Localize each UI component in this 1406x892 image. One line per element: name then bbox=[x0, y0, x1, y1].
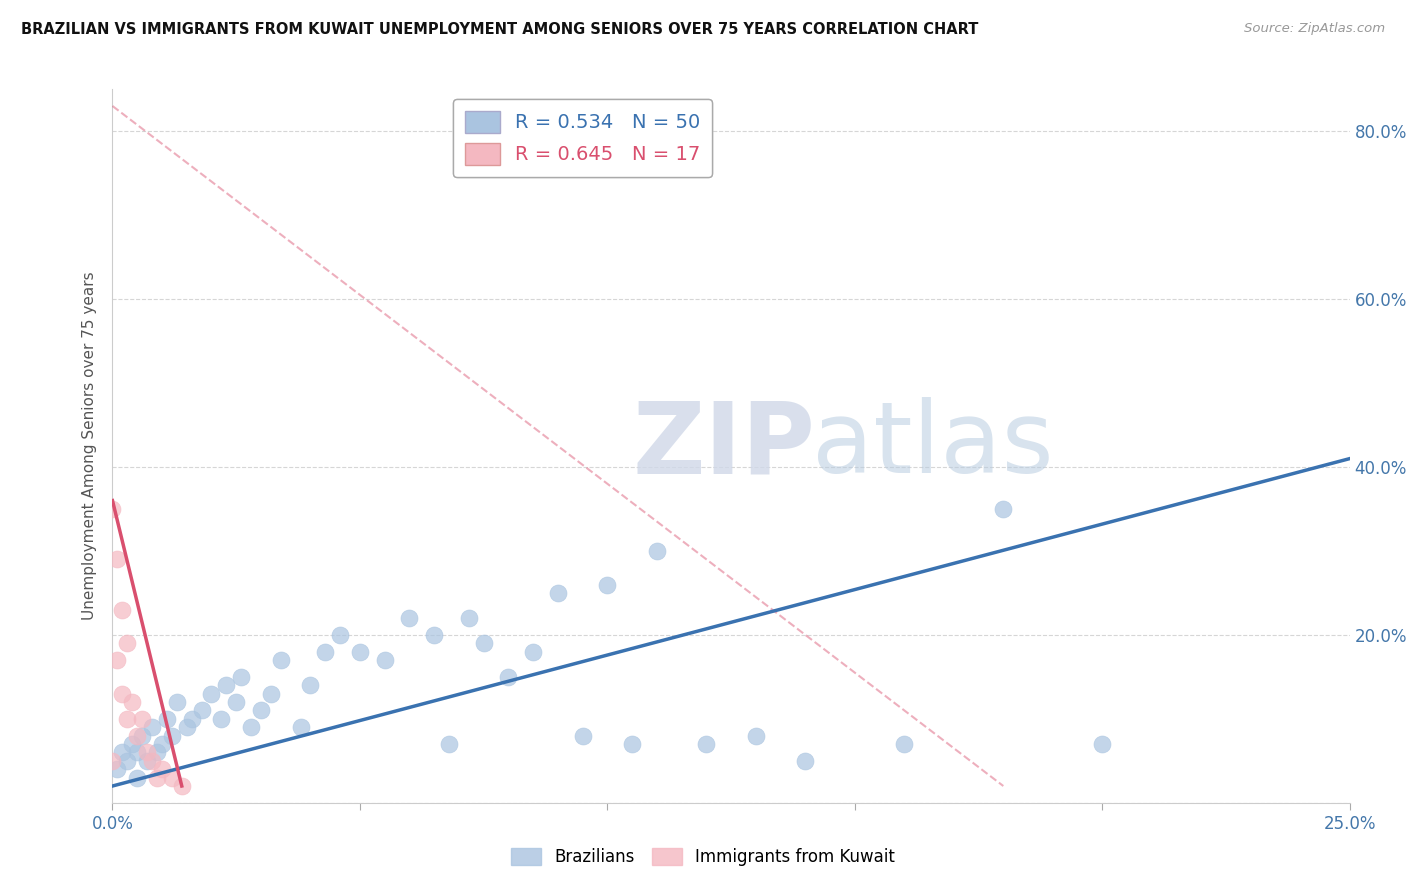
Point bbox=[522, 645, 544, 659]
Point bbox=[299, 678, 322, 692]
Point bbox=[695, 737, 717, 751]
Point bbox=[260, 687, 283, 701]
Point bbox=[349, 645, 371, 659]
Point bbox=[270, 653, 292, 667]
Point bbox=[107, 762, 129, 776]
Point bbox=[136, 746, 159, 760]
Point bbox=[121, 695, 143, 709]
Point bbox=[209, 712, 232, 726]
Point bbox=[101, 754, 124, 768]
Point bbox=[170, 779, 193, 793]
Point bbox=[160, 729, 183, 743]
Point bbox=[547, 586, 569, 600]
Point bbox=[423, 628, 446, 642]
Point bbox=[225, 695, 247, 709]
Point bbox=[329, 628, 352, 642]
Point bbox=[314, 645, 336, 659]
Point bbox=[160, 771, 183, 785]
Point bbox=[101, 502, 124, 516]
Point bbox=[794, 754, 817, 768]
Point bbox=[111, 746, 134, 760]
Point bbox=[150, 737, 173, 751]
Point bbox=[111, 603, 134, 617]
Text: ZIP: ZIP bbox=[633, 398, 815, 494]
Text: Source: ZipAtlas.com: Source: ZipAtlas.com bbox=[1244, 22, 1385, 36]
Point bbox=[146, 746, 169, 760]
Point bbox=[190, 703, 212, 717]
Point bbox=[1091, 737, 1114, 751]
Point bbox=[645, 544, 668, 558]
Point bbox=[993, 502, 1015, 516]
Point bbox=[498, 670, 520, 684]
Point bbox=[156, 712, 179, 726]
Point bbox=[374, 653, 396, 667]
Point bbox=[596, 577, 619, 591]
Point bbox=[437, 737, 460, 751]
Point bbox=[117, 754, 139, 768]
Legend: R = 0.534   N = 50, R = 0.645   N = 17: R = 0.534 N = 50, R = 0.645 N = 17 bbox=[453, 99, 713, 177]
Legend: Brazilians, Immigrants from Kuwait: Brazilians, Immigrants from Kuwait bbox=[503, 840, 903, 875]
Point bbox=[290, 720, 312, 734]
Point bbox=[111, 687, 134, 701]
Point bbox=[472, 636, 495, 650]
Text: atlas: atlas bbox=[811, 398, 1053, 494]
Point bbox=[250, 703, 273, 717]
Point bbox=[136, 754, 159, 768]
Text: ZIPatlas: ZIPatlas bbox=[633, 398, 1028, 494]
Point bbox=[240, 720, 263, 734]
Point bbox=[215, 678, 238, 692]
Point bbox=[180, 712, 202, 726]
Point bbox=[231, 670, 253, 684]
Point bbox=[127, 729, 149, 743]
Y-axis label: Unemployment Among Seniors over 75 years: Unemployment Among Seniors over 75 years bbox=[82, 272, 97, 620]
Point bbox=[745, 729, 768, 743]
Point bbox=[200, 687, 222, 701]
Point bbox=[131, 712, 153, 726]
Point bbox=[131, 729, 153, 743]
Point bbox=[146, 771, 169, 785]
Point bbox=[141, 720, 163, 734]
Point bbox=[107, 653, 129, 667]
Point bbox=[127, 746, 149, 760]
Point bbox=[166, 695, 188, 709]
Point bbox=[893, 737, 915, 751]
Point bbox=[176, 720, 198, 734]
Point bbox=[141, 754, 163, 768]
Point bbox=[621, 737, 644, 751]
Point bbox=[117, 712, 139, 726]
Point bbox=[398, 611, 420, 625]
Point bbox=[127, 771, 149, 785]
Text: BRAZILIAN VS IMMIGRANTS FROM KUWAIT UNEMPLOYMENT AMONG SENIORS OVER 75 YEARS COR: BRAZILIAN VS IMMIGRANTS FROM KUWAIT UNEM… bbox=[21, 22, 979, 37]
Point bbox=[121, 737, 143, 751]
Point bbox=[117, 636, 139, 650]
Point bbox=[571, 729, 593, 743]
Point bbox=[107, 552, 129, 566]
Point bbox=[457, 611, 479, 625]
Point bbox=[150, 762, 173, 776]
